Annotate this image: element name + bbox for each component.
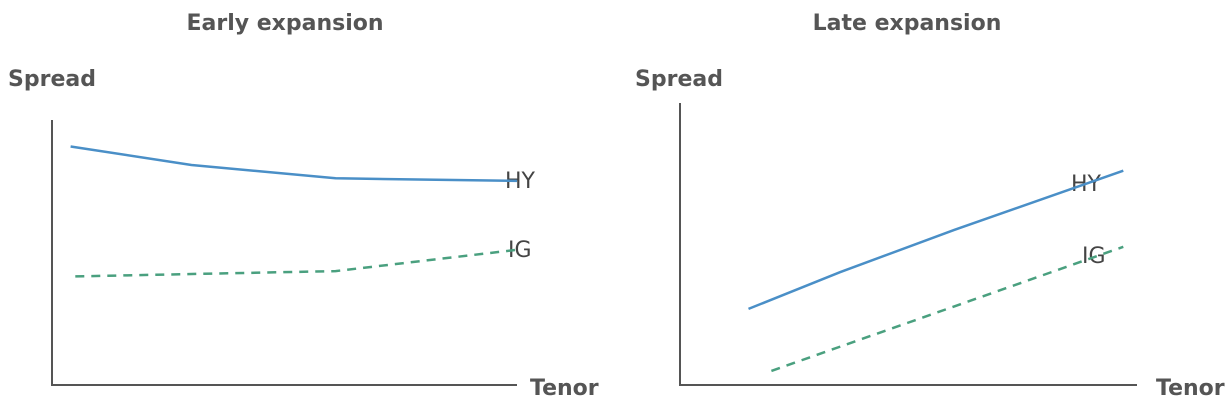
x-axis-label: Tenor <box>530 376 599 401</box>
series-line-ig <box>75 248 518 278</box>
chart-panel-early: Early expansion Spread Tenor HY IG <box>8 11 599 401</box>
axes-lines <box>51 120 517 386</box>
y-axis-label: Spread <box>8 67 96 92</box>
series-line-ig <box>770 245 1124 373</box>
axes-lines <box>679 103 1137 386</box>
series-line-hy <box>748 169 1124 311</box>
chart-title: Early expansion <box>186 11 383 36</box>
chart-title: Late expansion <box>813 11 1002 36</box>
series-line-hy <box>70 145 518 183</box>
series-label-ig: IG <box>508 238 532 263</box>
x-axis-label: Tenor <box>1156 376 1225 401</box>
chart-panel-late: Late expansion Spread Tenor HY IG <box>635 11 1225 401</box>
y-axis-label: Spread <box>635 67 723 92</box>
